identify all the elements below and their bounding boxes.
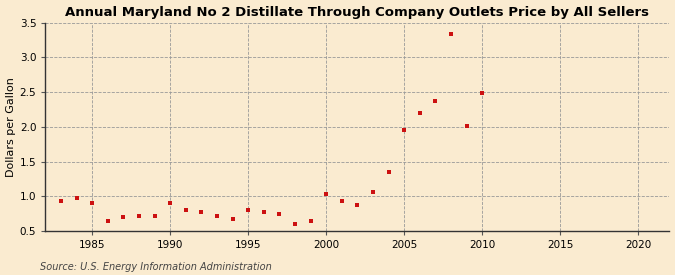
Title: Annual Maryland No 2 Distillate Through Company Outlets Price by All Sellers: Annual Maryland No 2 Distillate Through …: [65, 6, 649, 18]
Text: Source: U.S. Energy Information Administration: Source: U.S. Energy Information Administ…: [40, 262, 272, 272]
Y-axis label: Dollars per Gallon: Dollars per Gallon: [5, 77, 16, 177]
